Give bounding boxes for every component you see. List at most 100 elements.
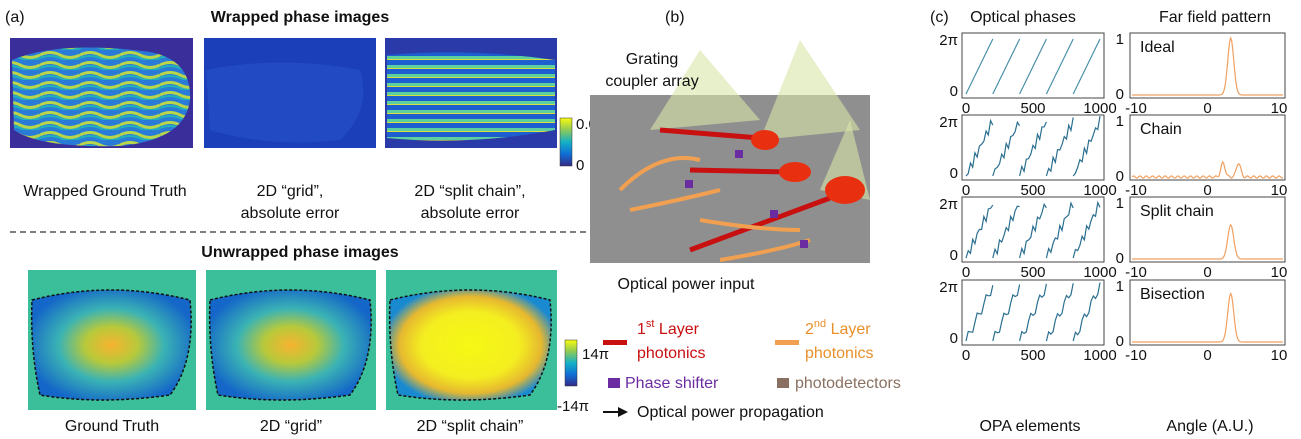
y-tick-label: 0 [950, 330, 958, 347]
plot-label: Bisection [1140, 286, 1205, 303]
legend-swatch [777, 378, 789, 388]
legend-label: photonics [805, 345, 874, 362]
first-layer [690, 170, 790, 172]
callout: coupler array [605, 73, 698, 90]
legend-label: 1st Layer [637, 318, 700, 338]
y-tick-label: 2π [939, 114, 958, 131]
caption: 2D “grid”, [257, 183, 324, 200]
ground-truth-image [32, 290, 191, 400]
y-tick-label: 0 [1116, 168, 1124, 185]
colorbar-label: 0 [576, 157, 584, 174]
wrapped-ground-truth [12, 48, 190, 147]
x-tick-label: -10 [1125, 347, 1147, 364]
y-tick-label: 1 [1116, 278, 1124, 295]
colorbar-label: -14π [557, 398, 589, 415]
y-tick-label: 2π [939, 32, 958, 49]
y-tick-label: 1 [1116, 113, 1124, 130]
x-tick-label: 0 [1203, 100, 1211, 117]
caption: 2D “split chain”, [414, 183, 525, 200]
x-tick-label: 10 [1271, 100, 1288, 117]
y-tick-label: 0 [1116, 333, 1124, 350]
legend-swatch [603, 340, 627, 345]
x-tick-label: 1000 [1083, 100, 1116, 117]
x-tick-label: -10 [1125, 100, 1147, 117]
axis-label: OPA elements [979, 418, 1080, 435]
plot-label: Ideal [1140, 39, 1175, 56]
legend-label: photodetectors [795, 375, 901, 392]
phase-shifter [770, 210, 778, 218]
coupler [779, 162, 811, 182]
panel-label: (c) [930, 9, 949, 26]
phase-shifter [735, 150, 743, 158]
coupler [751, 130, 779, 150]
x-tick-label: 10 [1271, 264, 1288, 281]
x-tick-label: 0 [962, 347, 970, 364]
caption: 2D “grid” [260, 418, 322, 435]
column-title: Optical phases [970, 9, 1076, 26]
section-title: Wrapped phase images [211, 9, 390, 26]
x-tick-label: 500 [1020, 347, 1045, 364]
chain-error-shape [387, 52, 555, 140]
plot-label: Split chain [1140, 203, 1214, 220]
legend-label: photonics [637, 345, 706, 362]
y-tick-label: 0 [1116, 86, 1124, 103]
phase-curve [966, 39, 1100, 94]
x-tick-label: 500 [1020, 264, 1045, 281]
x-tick-label: 0 [1203, 264, 1211, 281]
callout: Optical power input [618, 276, 756, 293]
split-chain-image [390, 290, 551, 400]
y-tick-label: 0 [950, 165, 958, 182]
grid-image [210, 290, 371, 400]
x-tick-label: -10 [1125, 182, 1147, 199]
caption: Ground Truth [65, 418, 159, 435]
section-title: Unwrapped phase images [201, 244, 398, 261]
y-tick-label: 0 [950, 83, 958, 100]
y-tick-label: 0 [950, 247, 958, 264]
caption: absolute error [241, 205, 340, 222]
x-tick-label: 1000 [1083, 182, 1116, 199]
coupler [825, 176, 865, 204]
y-tick-label: 2π [939, 279, 958, 296]
x-tick-label: 0 [962, 182, 970, 199]
phase-curve [966, 283, 1100, 341]
figure: (a) Wrapped phase images Wrapped Ground … [0, 0, 1301, 439]
x-tick-label: -10 [1125, 264, 1147, 281]
far-field-curve [1132, 225, 1283, 259]
x-tick-label: 1000 [1083, 264, 1116, 281]
legend-label: 2nd Layer [805, 318, 871, 338]
legend-label: Phase shifter [625, 375, 719, 392]
y-tick-label: 0 [1116, 250, 1124, 267]
beam [760, 40, 860, 140]
legend-label: Optical power propagation [637, 404, 824, 421]
x-tick-label: 500 [1020, 100, 1045, 117]
column-title: Far field pattern [1159, 9, 1271, 26]
plot-frame [962, 280, 1104, 345]
x-tick-label: 10 [1271, 347, 1288, 364]
grid-error-shape [206, 63, 363, 143]
plot-frame [962, 197, 1104, 262]
far-field-curve [1132, 162, 1283, 178]
phase-curve [966, 116, 1100, 176]
phase-shifter [800, 240, 808, 248]
x-tick-label: 1000 [1083, 347, 1116, 364]
panel-label: (a) [5, 9, 25, 26]
axis-label: Angle (A.U.) [1166, 418, 1253, 435]
plot-label: Chain [1140, 121, 1182, 138]
caption: 2D “split chain” [417, 418, 524, 435]
colorbar [560, 118, 572, 166]
panel-label: (b) [665, 9, 685, 26]
x-tick-label: 0 [962, 100, 970, 117]
phase-curve [966, 203, 1100, 258]
legend-swatch [608, 378, 620, 388]
colorbar-label: 14π [582, 346, 609, 363]
x-tick-label: 10 [1271, 182, 1288, 199]
x-tick-label: 0 [1203, 182, 1211, 199]
legend-swatch [775, 340, 799, 345]
callout: Grating [626, 51, 678, 68]
caption: absolute error [421, 205, 520, 222]
phase-shifter [685, 180, 693, 188]
x-tick-label: 500 [1020, 182, 1045, 199]
y-tick-label: 1 [1116, 31, 1124, 48]
y-tick-label: 1 [1116, 195, 1124, 212]
legend-arrow [618, 407, 628, 417]
